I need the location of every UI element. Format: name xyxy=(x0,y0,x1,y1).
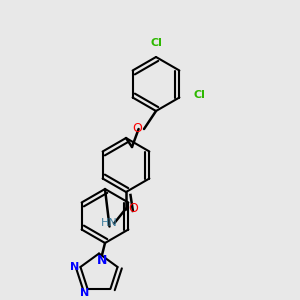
Text: Cl: Cl xyxy=(150,38,162,49)
Text: O: O xyxy=(133,122,142,136)
Text: Cl: Cl xyxy=(194,89,206,100)
Text: N: N xyxy=(97,254,107,268)
Text: HN: HN xyxy=(101,218,118,229)
Text: N: N xyxy=(70,262,79,272)
Text: O: O xyxy=(129,202,138,215)
Text: N: N xyxy=(80,288,89,298)
